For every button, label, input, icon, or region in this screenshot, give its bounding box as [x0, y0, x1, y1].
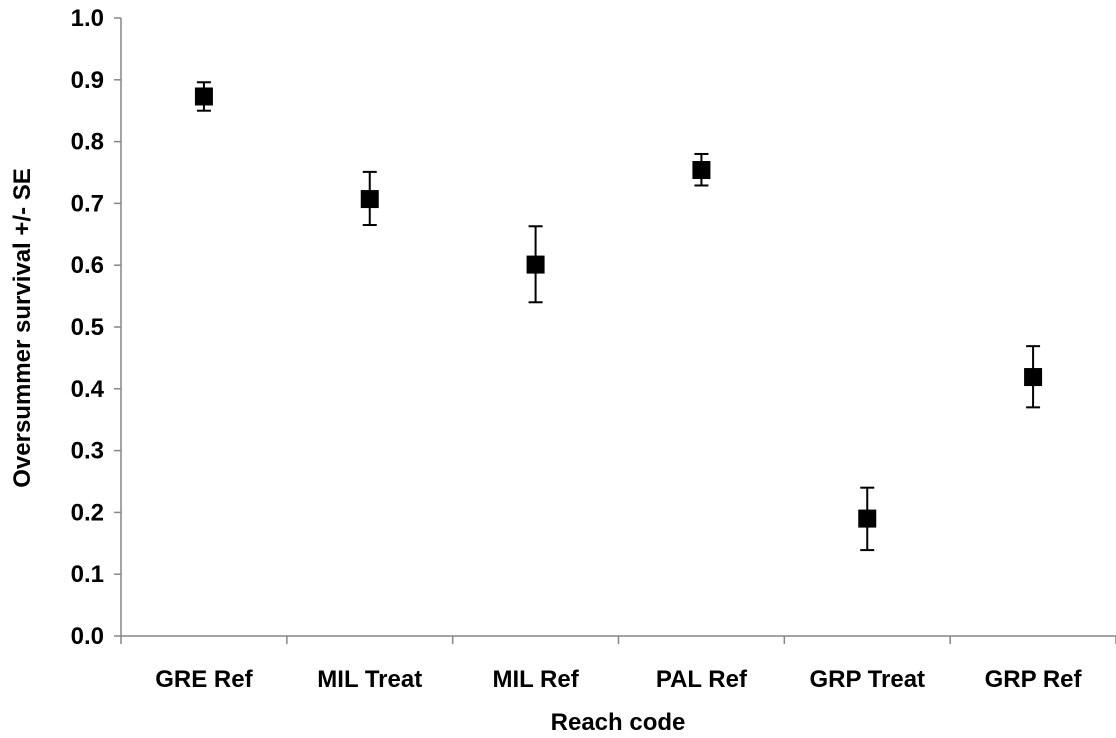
- x-tick-label: GRP Ref: [985, 666, 1083, 693]
- y-tick-label: 0.2: [71, 499, 104, 526]
- y-axis-title: Oversummer survival +/- SE: [9, 168, 36, 488]
- x-tick-label: MIL Treat: [317, 666, 422, 693]
- y-tick-label: 0.0: [71, 623, 104, 650]
- axes: [114, 17, 1116, 644]
- data-point: [1024, 368, 1043, 387]
- y-tick-label: 0.5: [71, 314, 104, 341]
- data-point: [526, 255, 545, 274]
- y-tick-label: 0.8: [71, 129, 104, 156]
- y-tick-label: 1.0: [71, 5, 104, 32]
- data-point: [194, 87, 213, 106]
- data-point: [360, 190, 379, 209]
- data-point: [692, 161, 711, 180]
- y-tick-label: 0.4: [71, 376, 105, 403]
- x-tick-label: PAL Ref: [656, 666, 748, 693]
- y-tick-label: 0.9: [71, 67, 104, 94]
- y-tick-label: 0.3: [71, 438, 104, 465]
- tick-labels: 0.0 0.1 0.2 0.3 0.4 0.5 0.6 0.7 0.8 0.9 1.0 GRE Ref…: [71, 5, 1083, 693]
- y-tick-label: 0.6: [71, 252, 104, 279]
- y-tick-label: 0.7: [71, 190, 104, 217]
- data-markers: [194, 87, 1043, 528]
- x-axis-title: Reach code: [551, 709, 686, 736]
- error-bars: [196, 81, 1041, 552]
- y-tick-label: 0.1: [71, 561, 104, 588]
- x-tick-label: GRE Ref: [155, 666, 253, 693]
- x-tick-label: GRP Treat: [809, 666, 925, 693]
- x-tick-label: MIL Ref: [492, 666, 579, 693]
- data-point: [858, 509, 877, 528]
